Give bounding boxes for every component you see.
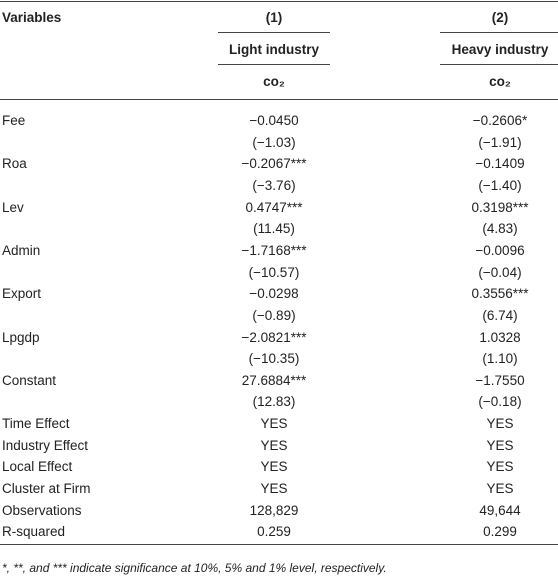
cell: (−10.57) [248, 264, 300, 280]
cell: −0.0096 [475, 242, 525, 258]
cell: −1.7550 [475, 372, 525, 388]
cell: −2.0821*** [241, 329, 307, 345]
cell: 0.4747*** [245, 199, 303, 215]
cell: 49,644 [479, 502, 521, 518]
group-rule [440, 64, 558, 65]
group-rule [440, 32, 558, 33]
cell: −0.0450 [249, 113, 299, 128]
cell: (−0.04) [478, 264, 522, 280]
cell: 0.3556*** [471, 286, 529, 302]
cell: YES [486, 459, 514, 475]
cell: (−1.40) [478, 177, 522, 193]
cell: (4.83) [482, 221, 518, 237]
row-label: Cluster at Firm [2, 481, 91, 497]
cell: YES [486, 481, 514, 497]
cell: 128,829 [249, 502, 299, 518]
row-label: Observations [2, 502, 82, 518]
row-label: Export [2, 286, 42, 302]
cell: (−0.18) [478, 394, 522, 410]
cell: 0.259 [257, 524, 291, 540]
row-label: Lev [2, 199, 24, 215]
cell: YES [260, 481, 288, 497]
cell: −0.2067*** [241, 156, 307, 172]
row-label: Lpgdp [2, 329, 40, 345]
group-rule [218, 32, 330, 33]
cell: (−1.91) [478, 134, 522, 150]
row-label: Local Effect [2, 459, 73, 475]
cell: (−0.89) [252, 307, 296, 323]
cell: (−10.35) [248, 351, 300, 367]
cell: (1.10) [482, 351, 518, 367]
cell: (12.83) [252, 394, 296, 410]
row-label: Time Effect [2, 416, 70, 432]
cell: YES [486, 437, 514, 453]
header-rule [0, 99, 558, 100]
top-rule [0, 1, 558, 2]
bottom-rule [0, 544, 558, 545]
header-cell: Light industry [229, 42, 319, 57]
cell: (11.45) [253, 221, 295, 237]
cell: −0.2606* [472, 113, 528, 128]
cell: −1.7168*** [241, 242, 307, 258]
cell: 27.6884*** [241, 372, 307, 388]
cell: (−3.76) [252, 177, 296, 193]
cell: YES [260, 459, 288, 475]
cell: −0.1409 [475, 156, 525, 172]
footnote: *, **, and *** indicate significance at … [2, 561, 387, 575]
cell: YES [260, 416, 288, 432]
cell: −0.0298 [249, 286, 299, 302]
header-cell: Variables [2, 10, 62, 25]
header-cell: (1) [265, 10, 283, 25]
header-cell: co₂ [263, 74, 285, 89]
cell: (−1.03) [252, 134, 296, 150]
cell: YES [260, 437, 288, 453]
cell: 0.3198*** [471, 199, 529, 215]
header-cell: (2) [491, 10, 509, 25]
cell: YES [486, 416, 514, 432]
cell: (6.74) [482, 307, 518, 323]
header-cell: Heavy industry [451, 42, 549, 57]
cell: 1.0328 [479, 329, 521, 345]
row-label: Admin [2, 242, 41, 258]
row-label: R-squared [2, 524, 66, 540]
row-label: Constant [2, 372, 57, 388]
row-label: Industry Effect [2, 437, 89, 453]
group-rule [218, 64, 330, 65]
row-label: Fee [2, 113, 26, 128]
cell: 0.299 [483, 524, 517, 540]
header-cell: co₂ [489, 74, 511, 89]
row-label: Roa [2, 156, 27, 172]
